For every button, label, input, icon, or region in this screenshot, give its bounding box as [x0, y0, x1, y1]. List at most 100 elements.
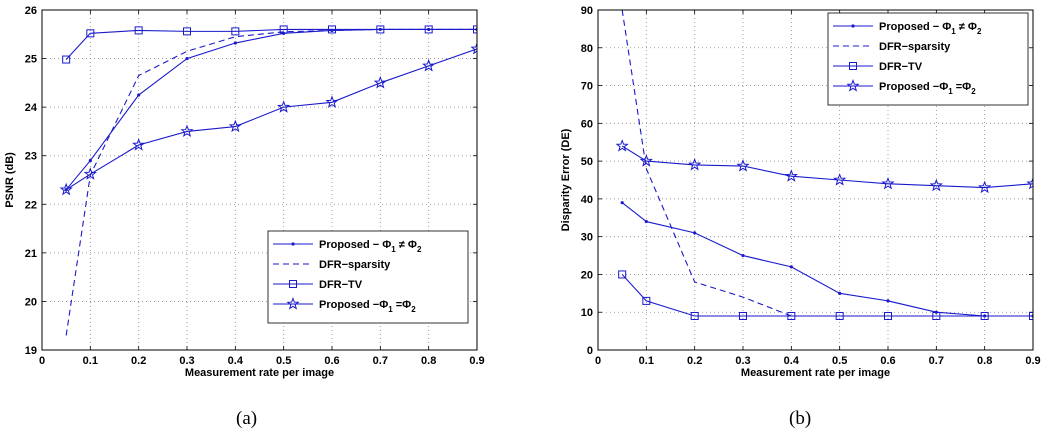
x-tick-label: 0: [39, 355, 45, 367]
legend-label: Proposed −Φ1 =Φ2: [879, 81, 976, 96]
data-point-dot: [137, 93, 141, 97]
x-tick-label: 0.2: [687, 355, 702, 367]
x-tick-label: 0: [595, 355, 601, 367]
plot-frame: [597, 9, 1034, 351]
data-point-star: [180, 124, 194, 138]
data-point-star: [881, 176, 895, 190]
y-tick-label: 22: [25, 199, 37, 211]
series-0: [64, 27, 477, 192]
data-point-star: [1026, 176, 1033, 190]
legend-label: DFR−TV: [879, 61, 923, 73]
data-point-dot: [789, 265, 793, 269]
data-point-star: [59, 182, 73, 196]
series-1: [65, 28, 477, 336]
x-tick-label: 0.6: [324, 355, 339, 367]
data-point-star: [132, 138, 146, 151]
legend-marker-dot: [851, 24, 855, 28]
x-tick-label: 0.1: [639, 355, 654, 367]
data-point-square: [618, 270, 627, 279]
legend-marker-square: [289, 280, 297, 288]
x-axis-label: Measurement rate per image: [741, 367, 890, 379]
legend-label: DFR−sparsity: [319, 259, 391, 271]
legend: Proposed − Φ1 ≠ Φ2 DFR−sparsity DFR−TV Prop…: [267, 230, 469, 324]
y-tick-label: 60: [581, 118, 593, 130]
data-point-star: [422, 58, 436, 72]
legend-marker-dot: [291, 242, 295, 246]
data-point-star: [833, 173, 847, 186]
data-point-star: [470, 41, 477, 55]
y-tick-label: 24: [25, 102, 38, 114]
legend-marker-star: [846, 79, 860, 92]
data-point-star: [978, 180, 992, 194]
y-tick-label: 25: [25, 54, 37, 66]
series-line: [65, 48, 477, 191]
data-point-square: [787, 312, 796, 320]
data-point-square: [376, 25, 385, 34]
y-tick-label: 19: [25, 345, 37, 357]
chart-disparity-error: 0 0.1 0.2 0.3 0.4 0.5 0.6 0.7 0.8 0.9 0 10 20 30 40 50 6…: [560, 5, 1041, 379]
legend-label: Proposed − Φ1 ≠ Φ2: [879, 21, 982, 36]
series-line: [65, 28, 477, 191]
y-tick-label: 40: [581, 194, 593, 206]
x-tick-label: 0.3: [179, 355, 194, 367]
legend-marker-star: [286, 297, 300, 310]
series-line: [621, 202, 1033, 317]
data-point-dot: [88, 158, 92, 163]
data-point-square: [739, 312, 747, 320]
y-tick-label: 0: [587, 345, 593, 357]
data-point-square: [134, 26, 143, 35]
x-tick-label: 0.3: [735, 355, 750, 367]
data-point-dot: [838, 291, 842, 295]
chart-psnr: 0 0.1 0.2 0.3 0.4 0.5 0.6 0.7 0.8 0.9 19 20 21 22 23 24…: [4, 5, 485, 379]
x-tick-label: 0.7: [929, 355, 944, 367]
data-point-star: [83, 167, 97, 180]
x-tick-label: 0.8: [977, 355, 992, 367]
x-tick-label: 0.8: [421, 355, 436, 367]
y-tick-label: 23: [25, 151, 37, 163]
data-point-star: [373, 75, 387, 89]
x-tick-label: 0.4: [228, 355, 244, 367]
data-point-square: [231, 27, 240, 36]
y-tick-label: 10: [581, 307, 593, 319]
y-tick-label: 80: [581, 43, 593, 55]
y-tick-label: 20: [25, 296, 37, 308]
data-point-star: [615, 139, 629, 152]
legend-marker-square: [849, 62, 857, 70]
data-point-dot: [620, 201, 624, 205]
data-point-dot: [693, 231, 697, 235]
legend-box: [267, 230, 469, 324]
x-tick-label: 0.9: [1025, 355, 1040, 367]
data-point-square: [183, 27, 191, 36]
y-tick-label: 70: [581, 81, 593, 93]
data-point-square: [690, 312, 699, 320]
y-tick-label: 26: [25, 5, 37, 17]
series-2: [618, 270, 1033, 320]
x-tick-label: 0.1: [83, 355, 98, 367]
panel-label-a: (a): [236, 408, 258, 429]
data-point-square: [1029, 312, 1033, 320]
data-point-dot: [644, 219, 648, 224]
series-2: [62, 25, 477, 64]
series-line: [65, 28, 477, 60]
legend-label: DFR−sparsity: [879, 41, 951, 53]
data-point-star: [929, 178, 943, 192]
data-point-star: [325, 95, 339, 108]
y-tick-label: 20: [581, 269, 593, 281]
legend-label: Proposed −Φ1 =Φ2: [319, 299, 416, 314]
data-point-square: [424, 25, 433, 34]
data-point-square: [642, 296, 651, 305]
data-point-star: [277, 100, 291, 113]
series-0: [620, 201, 1033, 318]
data-point-star: [688, 157, 702, 171]
x-tick-label: 0.4: [784, 355, 800, 367]
data-point-square: [932, 312, 941, 320]
data-point-dot: [233, 41, 237, 45]
series-line: [621, 274, 1033, 317]
x-tick-label: 0.7: [373, 355, 388, 367]
data-point-dot: [185, 56, 189, 61]
data-point-square: [473, 25, 477, 34]
legend-label: DFR−TV: [319, 279, 363, 291]
data-point-square: [62, 55, 71, 64]
data-point-dot: [886, 299, 890, 303]
